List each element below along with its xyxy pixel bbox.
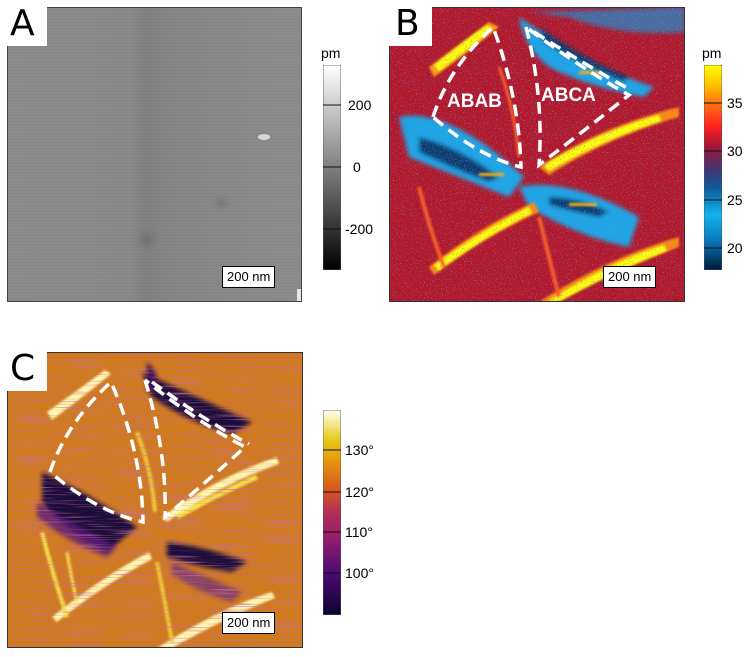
colorbar-c-tick: 120° bbox=[345, 484, 374, 500]
panel-a bbox=[7, 7, 302, 302]
colorbar-a-tick: 0 bbox=[353, 159, 361, 175]
colorbar-b-tick: 35 bbox=[727, 95, 743, 111]
colorbar-b bbox=[703, 64, 723, 271]
scalebar-a: 200 nm bbox=[222, 266, 276, 288]
colorbar-b-tick: 30 bbox=[727, 143, 743, 159]
scalebar-b: 200 nm bbox=[603, 266, 657, 288]
region-label-abab: ABAB bbox=[447, 91, 502, 112]
colorbar-a-tick: 200 bbox=[348, 97, 372, 113]
panel-c bbox=[7, 352, 303, 648]
colorbar-c-tick: 100° bbox=[345, 565, 374, 581]
colorbar-c-tick: 130° bbox=[345, 442, 374, 458]
colorbar-b-tick: 20 bbox=[727, 240, 743, 256]
panel-label-b: B bbox=[385, 0, 432, 46]
colorbar-a bbox=[322, 64, 342, 271]
colorbar-a-tick: -200 bbox=[345, 221, 374, 237]
region-label-abca: ABCA bbox=[541, 85, 596, 106]
colorbar-c-tick: 110° bbox=[345, 524, 373, 540]
colorbar-a-unit: pm bbox=[321, 45, 341, 61]
panel-a-height-map bbox=[7, 7, 302, 302]
colorbar-c bbox=[322, 409, 342, 616]
colorbar-b-tick: 25 bbox=[727, 192, 743, 208]
panel-b: ABAB ABCA bbox=[389, 7, 685, 302]
panel-label-c: C bbox=[0, 345, 47, 391]
panel-b-height-map: ABAB ABCA bbox=[389, 7, 685, 302]
panel-c-phase-map bbox=[7, 352, 303, 648]
scalebar-c: 200 nm bbox=[222, 612, 276, 634]
panel-label-a: A bbox=[0, 0, 47, 46]
colorbar-b-unit: pm bbox=[702, 45, 722, 61]
